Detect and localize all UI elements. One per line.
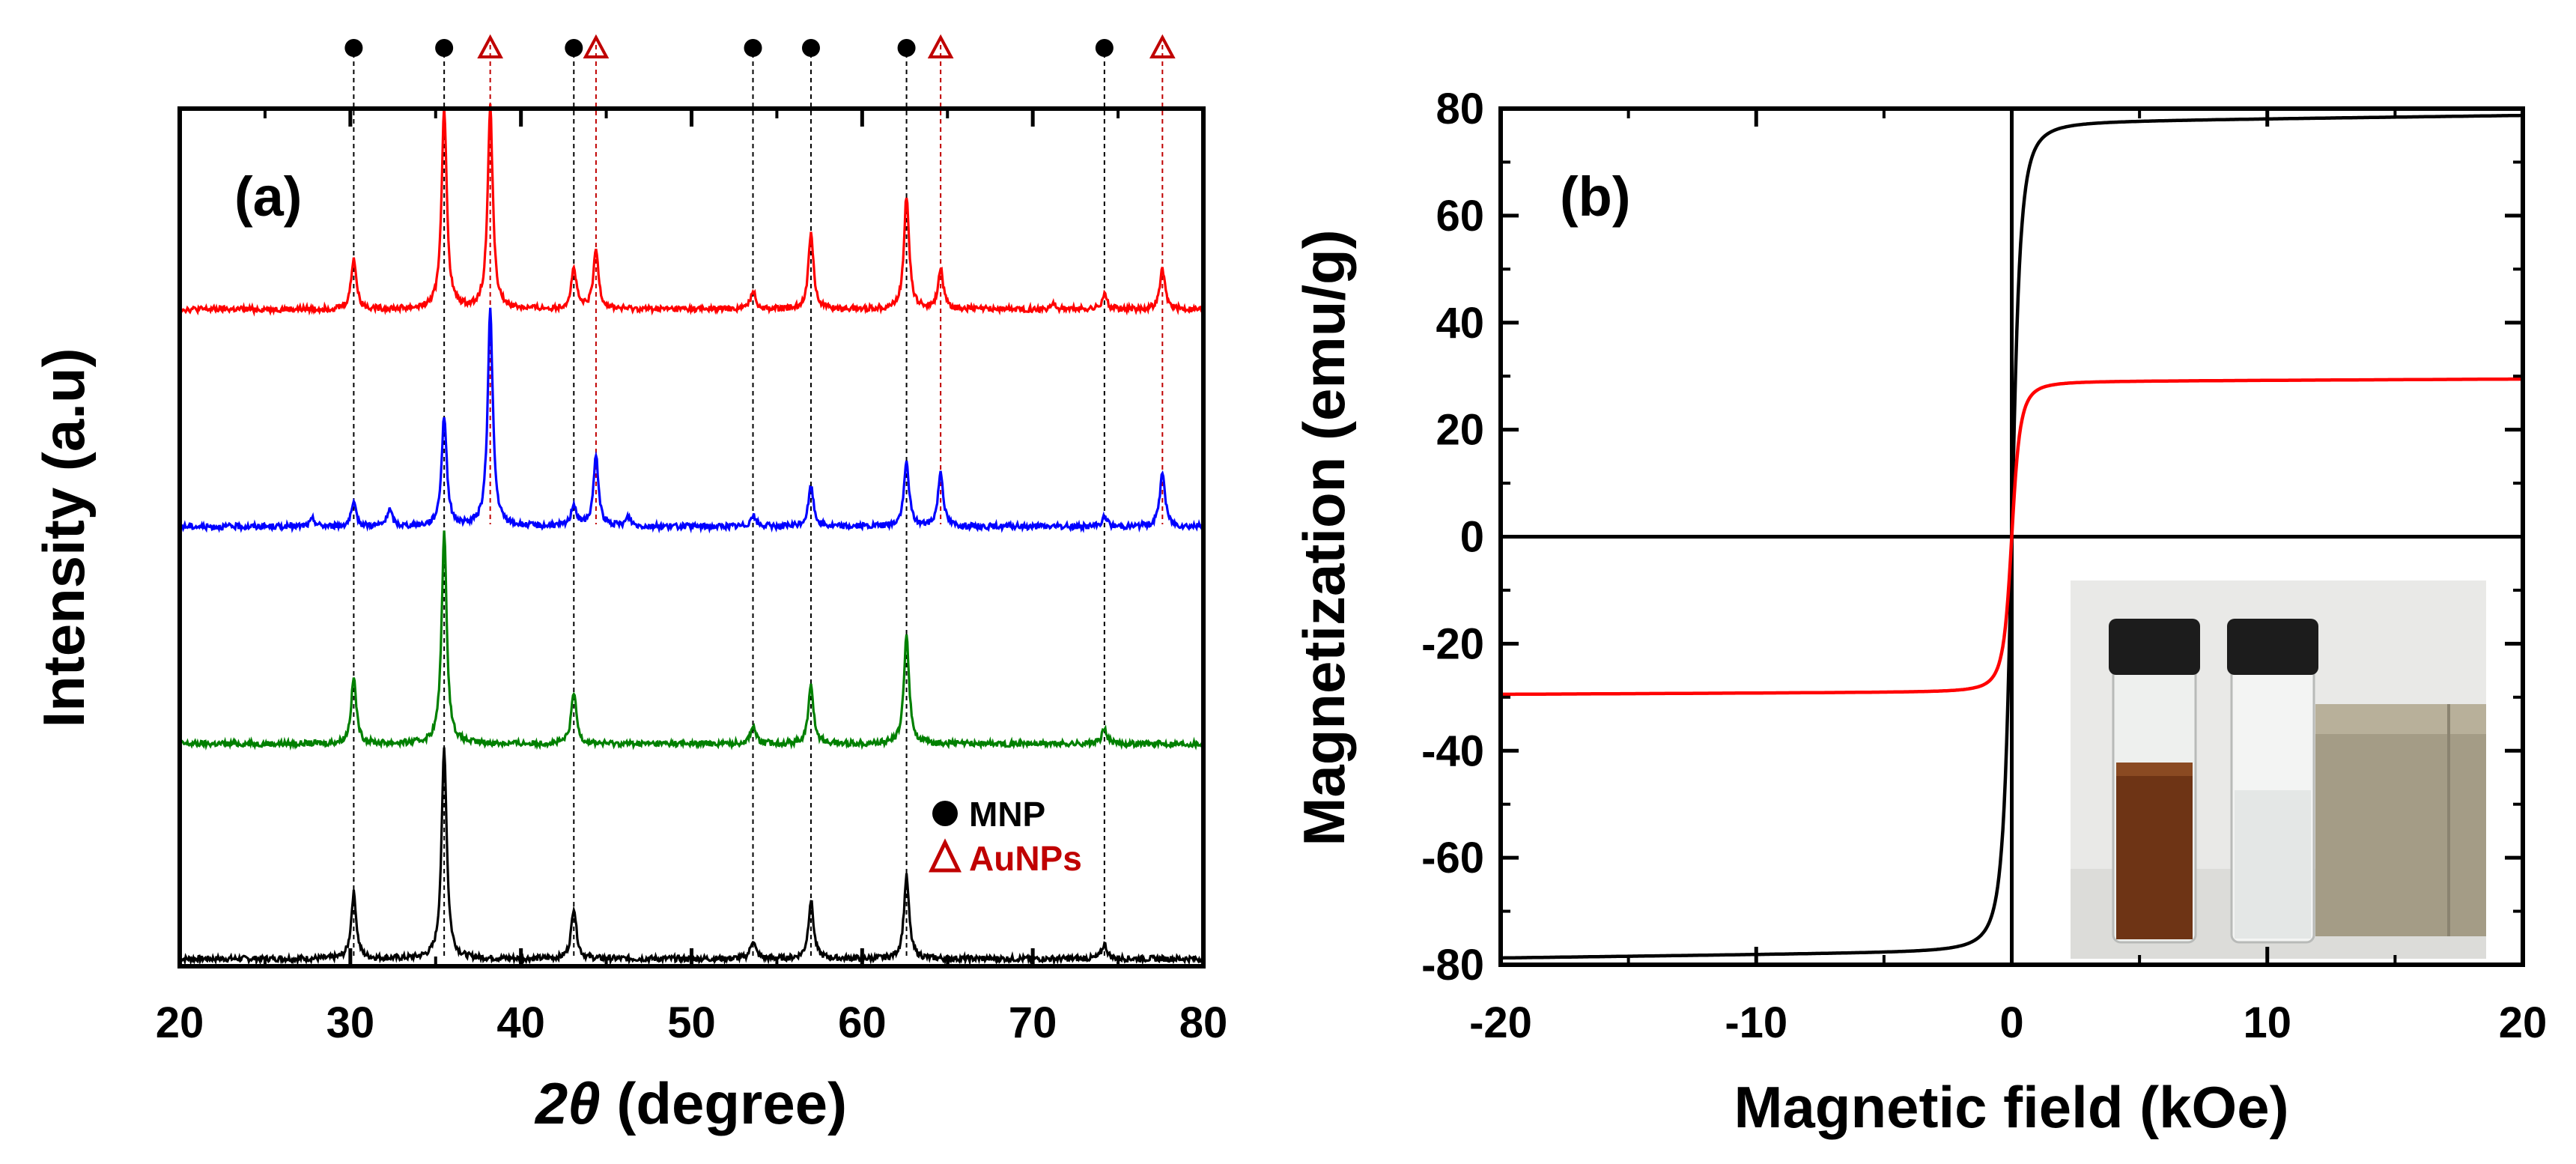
au-peak-marker [1149, 34, 1176, 58]
b-y-tick-label: 0 [1460, 513, 1484, 562]
legend-mnp-marker [932, 801, 958, 826]
vial-1-meniscus [2116, 763, 2193, 776]
x-tick-label: 50 [667, 998, 716, 1047]
magnet-top [2315, 704, 2486, 734]
b-y-tick-label: -80 [1421, 941, 1484, 989]
magnet-block [2315, 704, 2486, 936]
mnp-peak-marker [565, 39, 583, 57]
mnp-peak-marker [801, 39, 820, 57]
panel-a-xrd: 20 30 40 50 60 70 80 (a) MNP AuNPs Intensity (… [31, 34, 1228, 1136]
inset-photo [2071, 581, 2486, 959]
x-tick-label: 70 [1009, 998, 1057, 1047]
vial-1-cap [2109, 619, 2200, 675]
b-x-tick-label: -20 [1469, 998, 1532, 1047]
hysteresis-series [1500, 113, 2524, 960]
xrd-trace [179, 103, 1204, 317]
au-peak-marker [583, 34, 610, 58]
x-tick-label: 40 [496, 998, 545, 1047]
mnp-peak-marker [897, 39, 916, 57]
legend-au-marker [929, 838, 962, 873]
panel-a-ylabel: Intensity (a.u) [31, 348, 97, 727]
peak-guide-lines [353, 45, 1164, 959]
b-y-tick-label: 60 [1436, 192, 1484, 240]
panel-a-x-ticks: 20 30 40 50 60 70 80 [156, 109, 1228, 1047]
hysteresis-curve [1500, 377, 2524, 697]
x-tick-label: 60 [838, 998, 887, 1047]
mnp-peak-marker [1095, 39, 1114, 57]
b-x-tick-label: 10 [2243, 998, 2291, 1047]
vial-1-liquid [2116, 763, 2193, 939]
legend-au-label: AuNPs [969, 839, 1082, 878]
panel-b-xlabel: Magnetic field (kOe) [1734, 1074, 2288, 1140]
b-y-tick-label: 80 [1436, 85, 1484, 133]
au-peak-marker [477, 34, 504, 58]
vial-2-liquid [2235, 790, 2311, 939]
b-y-tick-label: -40 [1421, 727, 1484, 775]
panel-a-legend: MNP AuNPs [929, 795, 1082, 878]
b-y-tick-label: 20 [1436, 406, 1484, 455]
panel-a-xlabel: 2θ (degree) [534, 1070, 847, 1136]
panel-b-ylabel: Magnetization (emu/g) [1291, 229, 1357, 846]
b-y-tick-label: -60 [1421, 834, 1484, 882]
panel-b-ticks: -20 -10 0 10 20 80 60 40 20 0 -20 -40 -60 -80 [1421, 85, 2547, 1047]
legend-mnp-label: MNP [969, 795, 1045, 834]
xrd-series [178, 103, 1205, 966]
panel-a-label: (a) [234, 166, 302, 228]
b-y-tick-label: 40 [1436, 299, 1484, 348]
panel-a-xlabel-symbol: 2θ [534, 1070, 601, 1136]
x-tick-label: 80 [1179, 998, 1228, 1047]
b-x-tick-label: 20 [2499, 998, 2548, 1047]
x-tick-label: 30 [326, 998, 375, 1047]
xrd-trace [178, 307, 1205, 534]
panel-a-frame [177, 106, 1206, 969]
x-tick-label: 20 [156, 998, 204, 1047]
b-x-tick-label: -10 [1725, 998, 1787, 1047]
au-peak-marker [927, 34, 954, 58]
vial-2-cap [2227, 619, 2318, 675]
mnp-peak-marker [344, 39, 363, 57]
b-x-tick-label: 0 [1999, 998, 2023, 1047]
peak-markers [344, 34, 1176, 58]
panel-a-xlabel-unit: (degree) [601, 1070, 847, 1136]
mnp-peak-marker [744, 39, 762, 57]
panel-b-magnetization: -20 -10 0 10 20 80 60 40 20 0 -20 -40 -60 -80 (b) Mag… [1291, 85, 2547, 1140]
mnp-peak-marker [435, 39, 454, 57]
xrd-trace [178, 530, 1205, 751]
b-y-tick-label: -20 [1421, 619, 1484, 668]
panel-b-label: (b) [1560, 166, 1631, 228]
